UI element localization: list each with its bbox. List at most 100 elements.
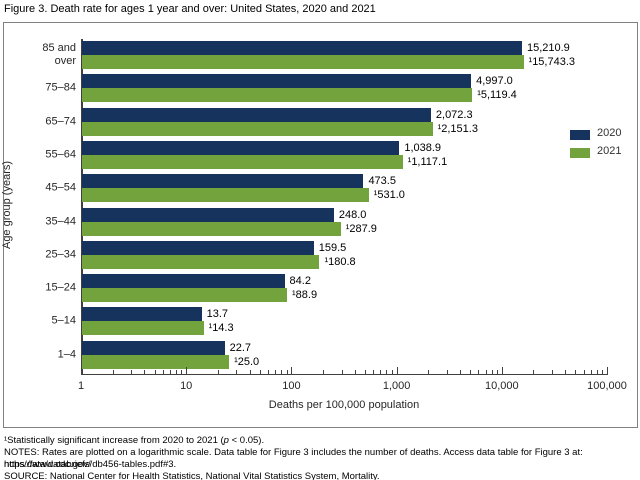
x-axis-minor-tick [236, 370, 238, 374]
x-axis-minor-tick [459, 370, 461, 374]
bar-2020 [82, 274, 285, 289]
x-axis-major-tick [396, 367, 398, 374]
x-axis-minor-tick [470, 370, 472, 374]
x-axis-minor-tick [249, 370, 251, 374]
x-axis-minor-tick [176, 370, 177, 374]
x-axis-minor-tick [323, 370, 325, 374]
bar-value-label-2021: ¹25.0 [234, 355, 260, 368]
x-axis-minor-tick [386, 370, 388, 374]
x-axis-minor-tick [478, 370, 480, 374]
y-axis-category-label: 75–84 [45, 81, 76, 94]
bar-2021 [82, 354, 230, 369]
y-axis-category-label: 35–44 [45, 215, 76, 227]
x-axis-minor-tick [602, 370, 604, 374]
bar-value-label-2021: ¹5,119.4 [477, 89, 517, 102]
bar-value-label-2021: ¹287.9 [345, 222, 377, 235]
y-axis-category-label: 45–54 [45, 181, 76, 194]
x-axis-minor-tick [373, 370, 375, 374]
x-axis-major-tick [186, 367, 188, 374]
legend-label-2020: 2020 [597, 127, 622, 139]
bar-value-label-2020: 13.7 [206, 308, 228, 321]
x-axis-minor-tick [341, 370, 343, 374]
x-axis-minor-tick [259, 370, 261, 374]
footnote-source: SOURCE: National Center for Health Stati… [4, 471, 380, 480]
bar-2021 [82, 88, 473, 103]
bar-2021 [82, 154, 403, 169]
y-axis-category-label: 1–4 [57, 348, 76, 361]
y-axis-category-label: 15–24 [45, 281, 76, 294]
x-axis-minor-tick [380, 370, 382, 374]
bar-2020 [82, 107, 431, 122]
bar-2020 [82, 174, 364, 189]
footnote-significance-post: < 0.05). [228, 435, 265, 446]
x-axis-minor-tick [583, 370, 585, 374]
y-axis-category-label: 85 and over [42, 42, 76, 67]
bar-2021 [82, 254, 320, 269]
x-axis-major-tick [291, 367, 293, 374]
x-axis-minor-tick [217, 370, 219, 374]
bar-value-label-2021: ¹531.0 [373, 189, 405, 202]
x-axis-minor-tick [181, 370, 183, 374]
x-axis-major-tick [607, 367, 608, 374]
x-axis-minor-tick [428, 370, 430, 374]
y-axis-line [81, 39, 83, 374]
y-axis-category-label: 5–14 [51, 314, 76, 327]
y-axis-title: Age group (years) [1, 160, 13, 250]
x-axis-tick-label: 1,000 [382, 380, 411, 392]
bar-value-label-2021: ¹15,743.3 [528, 56, 576, 68]
x-axis-major-tick [81, 367, 82, 374]
bar-2020 [82, 207, 334, 222]
x-axis-tick-label: 100 [282, 380, 301, 392]
x-axis-minor-tick [112, 370, 114, 374]
bar-2020 [82, 140, 400, 155]
footnote-notes-line2: nchs/data/databriefs/db456-tables.pdf#3. [4, 459, 177, 470]
bar-value-label-2020: 248.0 [338, 208, 367, 221]
bar-value-label-2021: ¹2,151.3 [437, 122, 478, 135]
x-axis-minor-tick [354, 370, 356, 374]
y-axis-category-label: 65–74 [45, 115, 76, 128]
bar-2020 [82, 240, 314, 255]
x-axis-tick-label: 1 [77, 380, 85, 392]
bar-2021 [82, 188, 369, 203]
x-axis-minor-tick [162, 370, 164, 374]
bar-2021 [82, 321, 204, 336]
x-axis-minor-tick [551, 370, 553, 374]
x-axis-minor-tick [596, 370, 598, 374]
bar-value-label-2020: 22.7 [229, 341, 252, 354]
x-axis-minor-tick [575, 370, 577, 374]
x-axis-minor-tick [169, 370, 171, 374]
x-axis-minor-tick [533, 370, 535, 374]
legend-swatch-2021 [570, 148, 590, 158]
bar-value-label-2020: 4,997.0 [476, 75, 513, 88]
footnote-notes-line1: NOTES: Rates are plotted on a logarithmi… [4, 447, 583, 470]
figure-title: Figure 3. Death rate for ages 1 year and… [4, 3, 376, 15]
x-axis-line [81, 373, 608, 375]
x-axis-tick-label: 100,000 [587, 380, 627, 392]
bar-value-label-2021: ¹88.9 [292, 289, 318, 302]
legend-label-2021: 2021 [597, 145, 622, 157]
x-axis-minor-tick [391, 370, 393, 374]
x-axis-major-tick [501, 367, 503, 374]
x-axis-minor-tick [275, 370, 277, 374]
bar-2021 [82, 55, 524, 69]
bar-value-label-2021: ¹1,117.1 [407, 155, 448, 168]
y-axis-category-label: 55–64 [45, 148, 76, 161]
x-axis-minor-tick [131, 370, 133, 374]
x-axis-minor-tick [446, 370, 448, 374]
x-axis-title: Deaths per 100,000 population [268, 399, 420, 411]
y-axis-category-label: 25–34 [45, 248, 76, 261]
bar-2020 [82, 307, 202, 322]
x-axis-minor-tick [485, 370, 487, 374]
bar-2021 [82, 121, 433, 136]
x-axis-minor-tick [590, 370, 592, 374]
x-axis-minor-tick [144, 370, 146, 374]
x-axis-minor-tick [281, 370, 283, 374]
bar-value-label-2020: 84.2 [289, 275, 311, 288]
bar-2020 [82, 41, 522, 55]
legend-swatch-2020 [570, 130, 590, 140]
footnote-p-symbol: p [223, 435, 229, 446]
x-axis-tick-label: 10,000 [484, 380, 519, 392]
bar-value-label-2020: 473.5 [368, 175, 396, 188]
bar-2020 [82, 340, 225, 355]
